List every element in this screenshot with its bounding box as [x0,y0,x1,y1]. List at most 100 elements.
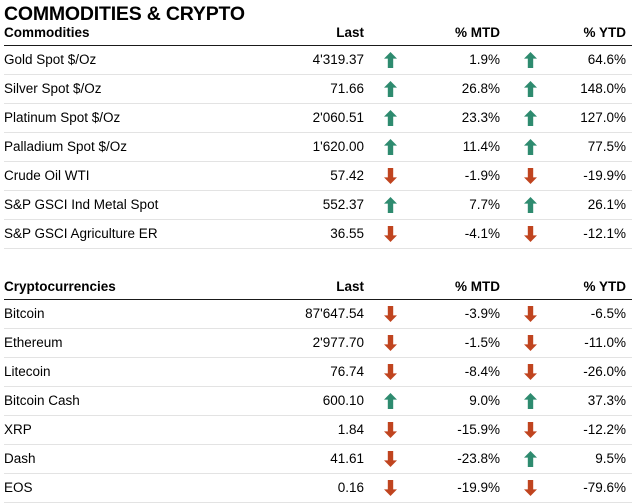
ytd-change: -12.2% [552,415,632,445]
ytd-change: 64.6% [552,45,632,75]
mtd-change: 26.8% [412,74,508,104]
ytd-change: 26.1% [552,190,632,220]
cryptocurrencies-table-body: Bitcoin 87'647.54 -3.9% -6.5% Ethereum 2'977.… [4,299,632,503]
column-header-mtd: % MTD [412,24,508,46]
ytd-change: 148.0% [552,74,632,104]
mtd-change: 11.4% [412,132,508,162]
instrument-name: Bitcoin [4,299,260,329]
instrument-name: Gold Spot $/Oz [4,45,260,75]
ytd-change: -11.0% [552,328,632,358]
mtd-change: 7.7% [412,190,508,220]
arrow-up-icon [508,74,552,104]
arrow-down-icon [508,299,552,329]
instrument-name: S&P GSCI Agriculture ER [4,219,260,249]
table-row: Dash 41.61 -23.8% 9.5% [4,444,632,474]
arrow-up-icon [368,132,412,162]
arrow-down-icon [368,219,412,249]
instrument-name: Dash [4,444,260,474]
column-header-ytd: % YTD [552,278,632,300]
instrument-name: Platinum Spot $/Oz [4,103,260,133]
column-header-last: Last [260,278,368,300]
mtd-change: 23.3% [412,103,508,133]
ytd-change: 9.5% [552,444,632,474]
column-header-last: Last [260,24,368,46]
arrow-down-icon [508,328,552,358]
last-price: 76.74 [260,357,368,387]
mtd-change: -15.9% [412,415,508,445]
table-row: Platinum Spot $/Oz 2'060.51 23.3% 127.0% [4,103,632,133]
last-price: 552.37 [260,190,368,220]
column-header-mtd: % MTD [412,278,508,300]
arrow-down-icon [368,161,412,191]
last-price: 57.42 [260,161,368,191]
mtd-change: -8.4% [412,357,508,387]
arrow-up-icon [368,45,412,75]
last-price: 1'620.00 [260,132,368,162]
last-price: 41.61 [260,444,368,474]
table-row: S&P GSCI Ind Metal Spot 552.37 7.7% 26.1% [4,190,632,220]
mtd-change: -3.9% [412,299,508,329]
instrument-name: S&P GSCI Ind Metal Spot [4,190,260,220]
mtd-change: -19.9% [412,473,508,503]
table-row: Litecoin 76.74 -8.4% -26.0% [4,357,632,387]
ytd-change: -6.5% [552,299,632,329]
arrow-down-icon [508,415,552,445]
last-price: 87'647.54 [260,299,368,329]
instrument-name: Ethereum [4,328,260,358]
last-price: 4'319.37 [260,45,368,75]
ytd-change: -26.0% [552,357,632,387]
arrow-up-icon [368,103,412,133]
arrow-up-icon [508,45,552,75]
arrow-up-icon [508,132,552,162]
arrow-down-icon [508,357,552,387]
instrument-name: XRP [4,415,260,445]
column-header-mtd-arrow [368,278,412,300]
column-header-commodities: Commodities [4,24,260,46]
arrow-down-icon [368,328,412,358]
table-row: Gold Spot $/Oz 4'319.37 1.9% 64.6% [4,45,632,75]
column-header-ytd: % YTD [552,24,632,46]
instrument-name: Bitcoin Cash [4,386,260,416]
ytd-change: -12.1% [552,219,632,249]
arrow-down-icon [368,415,412,445]
table-row: EOS 0.16 -19.9% -79.6% [4,473,632,503]
mtd-change: -23.8% [412,444,508,474]
last-price: 0.16 [260,473,368,503]
table-row: Bitcoin 87'647.54 -3.9% -6.5% [4,299,632,329]
last-price: 36.55 [260,219,368,249]
commodities-header-row: Commodities Last % MTD % YTD [4,24,632,46]
arrow-down-icon [368,299,412,329]
arrow-down-icon [368,357,412,387]
table-row: Ethereum 2'977.70 -1.5% -11.0% [4,328,632,358]
page-title: COMMODITIES & CRYPTO [4,3,245,25]
crypto-section: Cryptocurrencies Last % MTD % YTD Bitcoi… [4,278,632,503]
table-row: S&P GSCI Agriculture ER 36.55 -4.1% -12.1% [4,219,632,249]
last-price: 2'977.70 [260,328,368,358]
mtd-change: -1.9% [412,161,508,191]
last-price: 71.66 [260,74,368,104]
ytd-change: -79.6% [552,473,632,503]
arrow-up-icon [508,444,552,474]
ytd-change: 77.5% [552,132,632,162]
mtd-change: 9.0% [412,386,508,416]
ytd-change: 37.3% [552,386,632,416]
mtd-change: -1.5% [412,328,508,358]
column-header-cryptocurrencies: Cryptocurrencies [4,278,260,300]
column-header-ytd-arrow [508,278,552,300]
instrument-name: EOS [4,473,260,503]
table-row: Crude Oil WTI 57.42 -1.9% -19.9% [4,161,632,191]
table-row: Bitcoin Cash 600.10 9.0% 37.3% [4,386,632,416]
arrow-down-icon [368,444,412,474]
last-price: 1.84 [260,415,368,445]
cryptocurrencies-table: Cryptocurrencies Last % MTD % YTD Bitcoi… [4,278,632,503]
commodities-table-body: Gold Spot $/Oz 4'319.37 1.9% 64.6% Silver Sp… [4,45,632,249]
instrument-name: Palladium Spot $/Oz [4,132,260,162]
ytd-change: -19.9% [552,161,632,191]
column-header-mtd-arrow [368,24,412,46]
arrow-down-icon [368,473,412,503]
column-header-ytd-arrow [508,24,552,46]
last-price: 2'060.51 [260,103,368,133]
arrow-up-icon [368,74,412,104]
arrow-up-icon [508,386,552,416]
